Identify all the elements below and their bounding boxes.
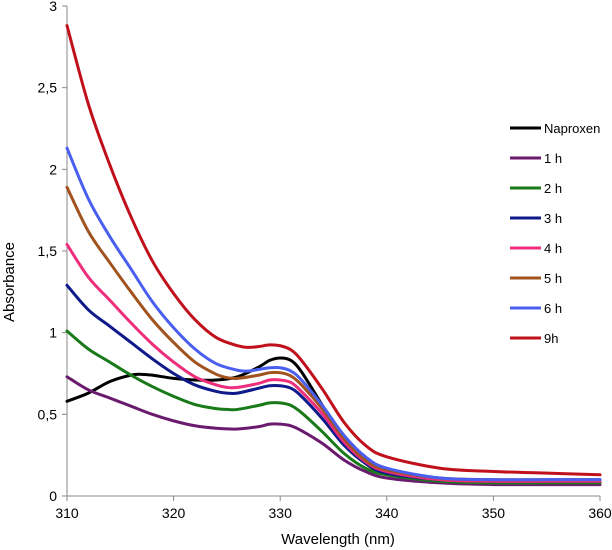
legend-label-3-h: 3 h xyxy=(544,211,562,226)
x-tick-label: 310 xyxy=(55,505,79,521)
x-tick-label: 340 xyxy=(375,505,399,521)
x-tick-label: 350 xyxy=(482,505,506,521)
x-tick-label: 360 xyxy=(588,505,612,521)
y-tick-label: 2 xyxy=(49,161,57,177)
y-tick-label: 1,5 xyxy=(38,243,58,259)
legend-label-6-h: 6 h xyxy=(544,301,562,316)
series-line-5-h xyxy=(65,185,602,482)
series-lines xyxy=(65,24,602,487)
legend-label-naproxen: Naproxen xyxy=(544,121,600,136)
y-tick-label: 0,5 xyxy=(38,406,58,422)
series-line-6-h xyxy=(65,146,602,482)
legend-label-5-h: 5 h xyxy=(544,271,562,286)
y-tick-label: 2,5 xyxy=(38,80,58,96)
legend-label-9h: 9h xyxy=(544,331,558,346)
y-tick-label: 3 xyxy=(49,0,57,14)
y-tick-label: 1 xyxy=(49,325,57,341)
series-line-4-h xyxy=(65,242,602,483)
x-tick-label: 320 xyxy=(162,505,186,521)
legend-label-2-h: 2 h xyxy=(544,181,562,196)
x-axis-title: Wavelength (nm) xyxy=(281,531,395,548)
series-line-9h xyxy=(65,24,602,477)
axes: 0 0,5 1 1,5 2 2,5 3 310 320 330 340 350 360 xyxy=(38,0,612,521)
y-tick-label: 0 xyxy=(49,488,57,504)
legend-label-4-h: 4 h xyxy=(544,241,562,256)
y-axis-title: Absorbance xyxy=(1,242,18,322)
legend-label-1-h: 1 h xyxy=(544,151,562,166)
series-line-1-h xyxy=(65,375,602,487)
x-tick-label: 330 xyxy=(269,505,293,521)
legend: Naproxen 1 h 2 h 3 h 4 h 5 h 6 h 9h xyxy=(510,121,600,346)
